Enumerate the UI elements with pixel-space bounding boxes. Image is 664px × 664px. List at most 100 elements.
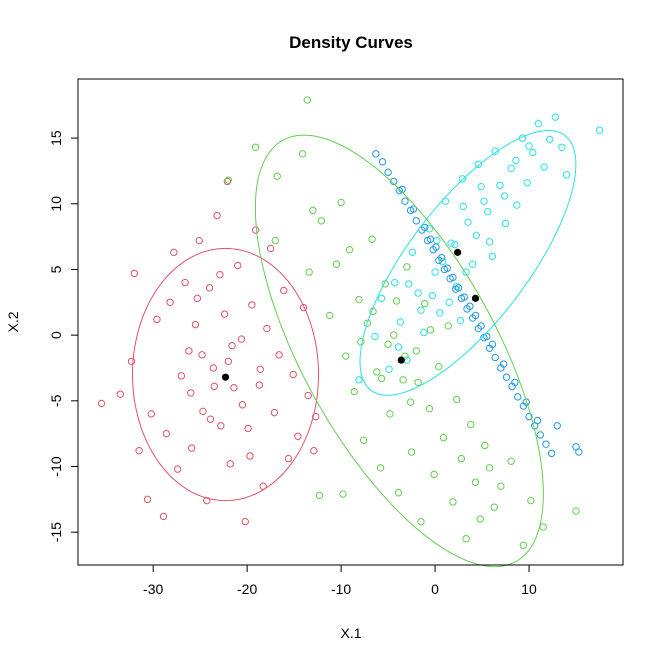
data-point bbox=[507, 457, 515, 465]
data-point bbox=[226, 460, 234, 468]
data-point bbox=[237, 335, 246, 343]
data-point bbox=[462, 535, 470, 543]
data-point bbox=[401, 352, 409, 360]
cluster-center-1 bbox=[221, 373, 230, 381]
data-point bbox=[130, 269, 139, 278]
x-axis-label: X.1 bbox=[340, 625, 361, 641]
data-point bbox=[213, 211, 221, 220]
data-point bbox=[558, 143, 566, 152]
data-point bbox=[271, 236, 280, 245]
y-tick-label: 10 bbox=[48, 196, 64, 212]
data-point bbox=[209, 364, 218, 372]
data-point bbox=[438, 257, 447, 266]
data-point bbox=[390, 278, 399, 287]
data-point bbox=[248, 301, 256, 309]
data-point bbox=[499, 360, 508, 368]
data-point bbox=[439, 433, 448, 442]
data-point bbox=[210, 382, 218, 391]
cluster-1 bbox=[97, 177, 320, 526]
data-point bbox=[534, 119, 543, 128]
x-tick-label: -30 bbox=[143, 581, 163, 597]
data-point bbox=[315, 491, 324, 500]
data-point bbox=[332, 260, 341, 268]
data-point bbox=[251, 226, 260, 234]
data-point bbox=[562, 171, 571, 179]
data-point bbox=[536, 431, 545, 439]
data-point bbox=[445, 298, 453, 306]
x-tick-label: -10 bbox=[331, 581, 351, 597]
data-point bbox=[575, 448, 583, 456]
data-point bbox=[206, 415, 215, 423]
data-point bbox=[449, 498, 457, 506]
data-point bbox=[217, 422, 225, 430]
data-point bbox=[394, 343, 403, 351]
data-point bbox=[357, 338, 365, 346]
data-point bbox=[454, 284, 463, 292]
data-point bbox=[430, 470, 438, 479]
data-point bbox=[412, 347, 420, 355]
data-point bbox=[153, 315, 161, 324]
data-point bbox=[572, 507, 580, 515]
cluster-3 bbox=[355, 113, 604, 384]
data-point bbox=[507, 164, 515, 173]
data-point bbox=[177, 372, 186, 380]
data-point bbox=[376, 464, 385, 472]
data-point bbox=[228, 341, 236, 350]
data-point bbox=[527, 496, 535, 505]
cluster-center-4 bbox=[471, 294, 480, 302]
data-point bbox=[396, 318, 405, 326]
plot-frame bbox=[77, 78, 624, 566]
data-point bbox=[378, 158, 387, 166]
data-point bbox=[403, 263, 411, 271]
data-point bbox=[514, 393, 522, 401]
data-point bbox=[425, 404, 434, 413]
data-point bbox=[224, 176, 233, 184]
data-point bbox=[464, 218, 472, 226]
data-point bbox=[162, 429, 171, 438]
data-point bbox=[449, 273, 457, 282]
data-point bbox=[199, 407, 207, 416]
data-point bbox=[533, 416, 542, 425]
data-point bbox=[244, 424, 252, 433]
data-point bbox=[203, 496, 211, 505]
data-point bbox=[173, 465, 182, 473]
data-point bbox=[220, 310, 229, 318]
data-point bbox=[426, 235, 435, 243]
data-point bbox=[185, 347, 193, 355]
data-point bbox=[355, 376, 363, 384]
data-point bbox=[305, 268, 313, 276]
data-point bbox=[512, 156, 520, 165]
data-point bbox=[407, 448, 416, 456]
data-point bbox=[551, 113, 560, 121]
data-point bbox=[238, 401, 247, 409]
data-point bbox=[255, 381, 264, 389]
data-point bbox=[444, 322, 452, 330]
data-point bbox=[263, 324, 271, 333]
data-point bbox=[436, 309, 444, 317]
data-point bbox=[294, 432, 302, 440]
data-point bbox=[472, 231, 481, 240]
data-point bbox=[280, 286, 288, 295]
data-point bbox=[451, 240, 459, 249]
cluster-center-2 bbox=[397, 356, 405, 364]
data-point bbox=[414, 378, 422, 387]
data-point bbox=[491, 353, 499, 362]
data-point bbox=[373, 368, 381, 376]
data-point bbox=[542, 440, 550, 448]
data-point bbox=[546, 135, 554, 144]
data-point bbox=[390, 177, 398, 186]
data-point bbox=[363, 319, 372, 328]
density-ellipse-1 bbox=[131, 247, 320, 502]
data-point bbox=[406, 398, 415, 406]
data-point bbox=[405, 280, 413, 288]
cluster-center-3 bbox=[454, 248, 462, 256]
data-point bbox=[471, 478, 480, 486]
data-point bbox=[339, 490, 347, 498]
y-tick-label: -10 bbox=[48, 456, 64, 476]
data-point bbox=[502, 373, 511, 381]
data-point bbox=[490, 503, 498, 511]
data-point bbox=[474, 160, 482, 169]
chart-title: Density Curves bbox=[289, 33, 413, 52]
axes: -30 -20 -10 0 10 -15 -10 -5 0 5 10 15 bbox=[48, 130, 537, 597]
